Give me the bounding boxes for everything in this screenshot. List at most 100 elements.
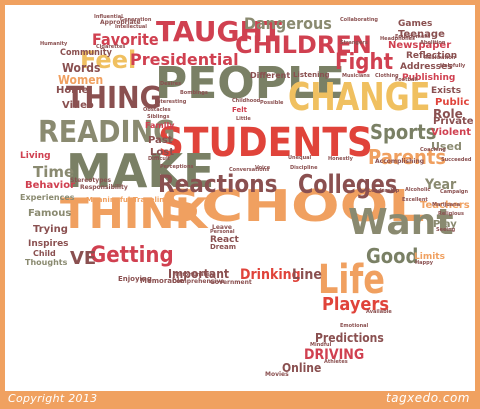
word-family: Family (145, 121, 175, 130)
word-unfortunately: Unfortunately (175, 272, 215, 278)
word-perceptions: Perceptions (160, 164, 194, 170)
word-role: Role (433, 107, 463, 121)
word-words: Words (62, 61, 101, 75)
word-movies: Movies (265, 371, 289, 378)
word-want: Want (348, 202, 454, 243)
word-headphones: Headphones (380, 36, 416, 42)
word-important: Important (168, 267, 230, 281)
word-dangerous: Dangerous (244, 14, 332, 33)
word-past: Past (148, 135, 173, 146)
word-thing: THING (66, 81, 162, 116)
word-life: Life (318, 257, 385, 303)
word-make: MAKE (66, 144, 215, 198)
word-enjoying: Enjoying (118, 275, 152, 283)
word-lost: Lost (150, 147, 174, 158)
word-interesting: Interesting (155, 99, 187, 105)
word-ve: VE (70, 248, 97, 269)
word-collaborating: Collaborating (340, 17, 379, 23)
word-colleges: Colleges (298, 170, 398, 200)
word-people: PEOPLE (155, 58, 346, 109)
word-drinking: Drinking (240, 267, 301, 283)
word-change: CHANGE (288, 75, 431, 119)
word-online: Online (282, 361, 322, 375)
word-obstacles: Obstacles (143, 107, 171, 113)
word-little: Little (236, 116, 251, 122)
word-emotional: Emotional (340, 323, 369, 329)
word-athletes: Athletes (324, 359, 348, 365)
word-different: Different (250, 71, 291, 80)
word-presidential: Presidential (130, 50, 239, 69)
word-taught: TAUGHT (156, 15, 282, 48)
word-students: STUDENTS (158, 120, 373, 166)
word-good: Good (366, 244, 419, 268)
word-women: Women (58, 73, 104, 87)
word-feel: Feel (80, 46, 137, 74)
word-possible: Possible (260, 100, 284, 106)
word-inspires: Inspires (28, 239, 69, 249)
word-living: Living (20, 151, 51, 161)
word-listening: Listening (293, 71, 330, 79)
word-seeing: Seeing (436, 227, 456, 233)
word-meaningful: Meaningful (86, 196, 131, 204)
word-video: Video (62, 100, 94, 111)
word-stereotypes: Stereotypes (70, 177, 112, 184)
word-succeeded: Succeeded (441, 157, 472, 163)
word-reading: READING (38, 115, 176, 150)
word-fight: Fight (335, 50, 394, 75)
word-honestly: Honestly (328, 156, 353, 162)
word-child: Child (33, 249, 56, 258)
word-trying: Trying (33, 224, 68, 235)
speech-bubble-shape (12, 12, 474, 385)
word-community: Community (60, 48, 112, 58)
word-difficult: Difficult (148, 156, 171, 162)
word-experiences: Experiences (20, 193, 75, 202)
word-thoughts: Thoughts (25, 258, 68, 267)
word-unequal: Unequal (288, 155, 312, 161)
word-react: React (210, 235, 239, 245)
word-teachers: Teachers (420, 200, 470, 211)
word-players: Players (322, 294, 390, 315)
word-favorite: Favorite (92, 30, 159, 49)
word-exists: Exists (431, 86, 462, 96)
word-famous: Famous (28, 208, 72, 219)
word-responsibility: Responsibility (80, 184, 128, 191)
word-helpfully: Helpfully (440, 63, 466, 69)
word-employment: Employment (395, 34, 431, 40)
word-used: Used (431, 140, 462, 153)
word-driving: DRIVING (304, 347, 365, 363)
word-year: Year (425, 177, 457, 193)
brand-link[interactable]: tagxedo.com (385, 391, 470, 405)
word-strangers: Strangers (340, 40, 368, 46)
word-home: Home (56, 85, 89, 96)
word-conversations: Conversations (229, 167, 270, 173)
word-mindful: Mindful (310, 342, 332, 348)
word-football: Football (395, 77, 418, 83)
word-reactions: Reactions (158, 170, 278, 198)
word-traveling: Traveling (133, 196, 170, 204)
word-cloud-canvas (5, 5, 475, 391)
word-siblings: Siblings (147, 114, 170, 120)
word-desires: Desires (160, 81, 182, 87)
word-influential: Influential (94, 14, 123, 20)
word-time: Time (33, 163, 75, 181)
word-available: Available (366, 309, 392, 315)
word-think: THINK (60, 189, 208, 238)
word-addresses: Addresses (400, 62, 453, 72)
word-marijuana: Marijuana (432, 202, 461, 208)
word-predictions: Predictions (315, 331, 384, 345)
word-leadership: Leadership (368, 188, 400, 194)
word-private: Private (433, 116, 474, 127)
word-play: Play (433, 219, 457, 230)
word-happy: Happy (415, 260, 433, 266)
word-intellectual: Intellectual (115, 24, 148, 30)
word-felt: Felt (232, 106, 247, 114)
word-accomplishing: Accomplishing (375, 158, 425, 165)
word-getting: Getting (90, 243, 174, 268)
word-government: Government (210, 279, 252, 286)
word-line: Line (292, 267, 322, 283)
word-voice: Voice (255, 165, 271, 171)
word-children: CHILDREN (235, 31, 372, 59)
word-coaching: Coaching (420, 147, 446, 153)
word-parents: Parents (368, 145, 447, 169)
word-musicians: Musicians (342, 73, 370, 79)
